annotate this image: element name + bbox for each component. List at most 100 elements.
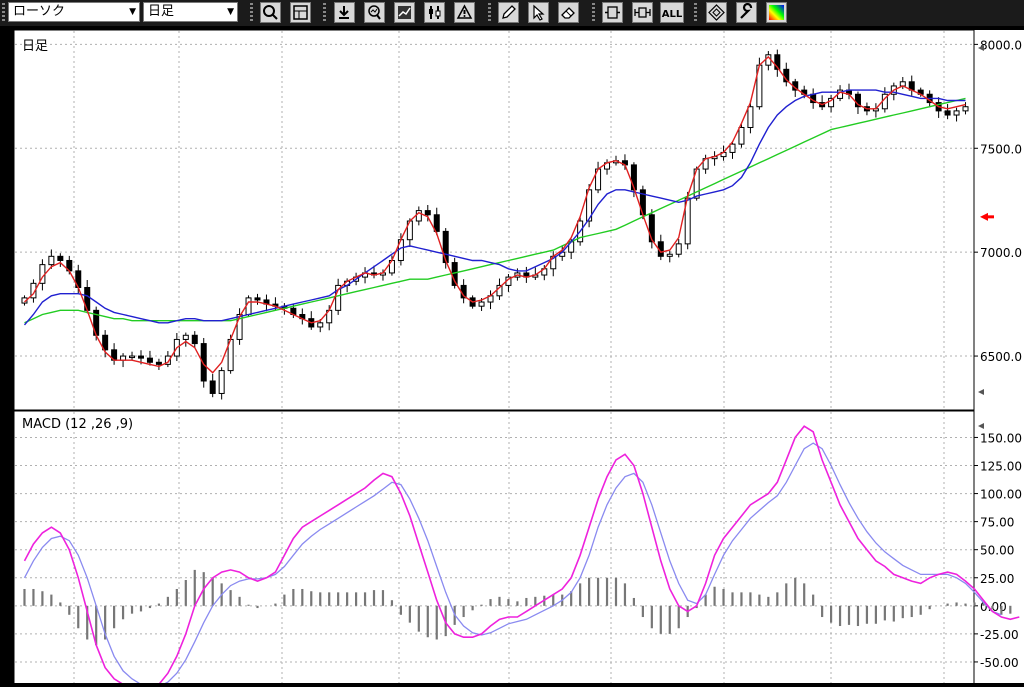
trend-icon — [398, 6, 411, 19]
split-button[interactable] — [424, 2, 445, 23]
wrench-button[interactable] — [736, 2, 757, 23]
eraser-icon — [561, 7, 575, 19]
layout-icon — [293, 5, 308, 20]
split-icon — [429, 6, 441, 19]
all-button[interactable]: ALL — [660, 2, 684, 23]
candle — [729, 143, 736, 153]
price-ytick-label: 6500.0 — [980, 350, 1022, 364]
candle — [102, 334, 109, 351]
all-icon: ALL — [662, 9, 683, 20]
candle — [747, 106, 754, 128]
macd-ytick-label: 50.00 — [980, 544, 1014, 558]
wrench-icon — [740, 3, 753, 19]
current-price-marker — [980, 212, 988, 221]
search-chart-button[interactable] — [364, 2, 385, 23]
candle — [953, 110, 960, 116]
candle — [146, 357, 153, 363]
toolbar: ローソク ▼ 日足 ▼ ALL — [0, 0, 1024, 26]
candle — [433, 214, 440, 232]
candle — [245, 297, 252, 315]
shrink-button[interactable] — [602, 2, 623, 23]
macd-ytick-label: 150.00 — [980, 431, 1022, 445]
candle — [648, 214, 655, 243]
expand-button[interactable] — [632, 2, 653, 23]
price-ytick-label: 7500.0 — [980, 142, 1022, 156]
pencil-icon — [502, 5, 516, 19]
grip-icon — [250, 3, 253, 22]
scroll-down-icon — [978, 389, 984, 395]
zoom-icon — [263, 5, 278, 20]
candle — [854, 93, 861, 108]
candle — [129, 355, 136, 359]
price-ytick-label: 8000.0 — [980, 38, 1022, 52]
expand-icon — [634, 7, 651, 18]
candle — [57, 255, 64, 261]
chart-type-value: ローソク — [13, 4, 66, 19]
macd-panel[interactable]: 150.00125.00100.0075.0050.0025.000.00-25… — [13, 410, 1022, 687]
candle — [478, 301, 485, 307]
candle — [254, 297, 261, 301]
candle — [30, 282, 37, 299]
chart-type-select[interactable]: ローソク ▼ — [8, 2, 140, 22]
chart-area[interactable]: 8000.0 7500.0 7000.0 6500.0 150.00 125.00 100… — [13, 29, 1024, 687]
candle — [317, 322, 324, 328]
macd-chart-title: MACD (12 ,26 ,9) — [22, 417, 133, 432]
layout-button[interactable] — [290, 2, 311, 23]
all-label: ALL — [662, 9, 683, 20]
candle — [182, 334, 189, 340]
price-chart-title: 日足 — [22, 39, 48, 54]
macd-ytick-label: 75.00 — [980, 516, 1014, 530]
cursor-button[interactable] — [528, 2, 549, 23]
alert-button[interactable] — [454, 2, 475, 23]
price-panel[interactable]: 8000.0 7500.0 7000.0 6500.0 — [13, 29, 1022, 411]
macd-ytick-label: 25.00 — [980, 572, 1014, 586]
pattern-icon — [708, 4, 725, 21]
pattern-button[interactable] — [706, 2, 727, 23]
candle — [442, 230, 449, 264]
ma-mid-line — [23, 89, 966, 326]
grip-icon — [592, 3, 595, 22]
macd-ytick-label: 125.00 — [980, 460, 1022, 474]
pencil-button[interactable] — [498, 2, 519, 23]
macd-ytick-label: 100.00 — [980, 488, 1022, 502]
download-button[interactable] — [334, 2, 355, 23]
candle — [666, 253, 673, 257]
search-chart-icon — [368, 5, 381, 20]
period-value: 日足 — [148, 4, 175, 19]
period-select[interactable]: 日足 ▼ — [143, 2, 238, 22]
candle — [828, 97, 835, 108]
candle — [200, 343, 207, 382]
candle — [236, 314, 243, 340]
grip-icon — [694, 3, 697, 22]
color-button[interactable] — [766, 2, 787, 23]
chevron-down-icon: ▼ — [129, 7, 136, 17]
candle — [944, 110, 951, 116]
price-ytick-label: 7000.0 — [980, 246, 1022, 260]
ma-short-line — [24, 55, 966, 374]
candle — [424, 210, 431, 216]
candle — [155, 361, 162, 365]
eraser-button[interactable] — [558, 2, 579, 23]
scroll-up-icon — [978, 423, 984, 429]
scroll-up-icon — [978, 45, 984, 51]
color-icon — [769, 5, 784, 20]
shrink-icon — [605, 6, 620, 19]
price-plot-frame — [13, 29, 975, 411]
alert-icon — [456, 4, 473, 19]
chart-svg[interactable]: 8000.0 7500.0 7000.0 6500.0 150.00 125.00 100… — [13, 29, 1024, 687]
candle — [137, 355, 144, 359]
candle — [962, 106, 969, 112]
signal-line — [23, 442, 1002, 687]
candle — [164, 355, 171, 365]
grip-icon — [323, 3, 326, 22]
macd-ytick-label: -50.00 — [980, 656, 1019, 670]
macd-ytick-label: -25.00 — [980, 628, 1019, 642]
cursor-icon — [533, 4, 545, 21]
macd-plot-frame — [13, 410, 975, 687]
candle — [774, 54, 781, 70]
candle — [48, 255, 55, 266]
candle — [191, 334, 198, 345]
candle — [675, 243, 682, 255]
zoom-button[interactable] — [260, 2, 281, 23]
trend-button[interactable] — [394, 2, 415, 23]
